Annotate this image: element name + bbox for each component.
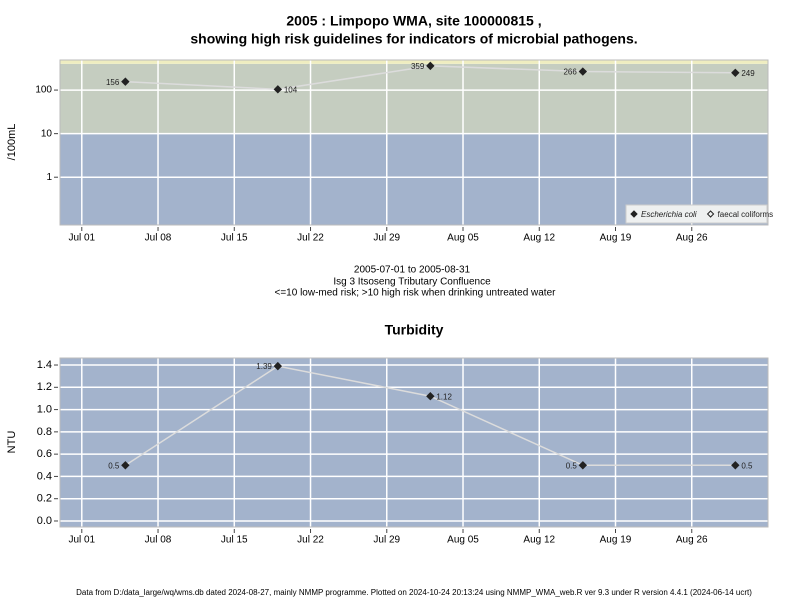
x-tick-label: Jul 08 [145, 233, 172, 244]
legend [625, 204, 768, 224]
data-point [578, 461, 588, 470]
x-tick-label: Aug 19 [600, 535, 632, 546]
data-label: 1.12 [436, 392, 452, 401]
y-tick-label: 1.4 [37, 359, 52, 371]
y-tick-label: 0.8 [37, 426, 52, 438]
data-point [731, 461, 740, 470]
data-label: 249 [741, 69, 755, 78]
data-label: 104 [284, 85, 298, 94]
x-tick-label: Aug 12 [523, 535, 555, 546]
x-tick-label: Jul 08 [145, 535, 172, 546]
risk-band [60, 63, 768, 134]
data-point [426, 61, 435, 71]
x-tick-label: Jul 22 [297, 535, 324, 546]
x-tick-label: Jul 29 [373, 233, 400, 244]
x-tick-label: Jul 22 [297, 233, 324, 244]
y-tick-label: 10 [41, 128, 53, 139]
data-point [578, 67, 588, 76]
chart-title: 2005 : Limpopo WMA, site 100000815 , [286, 13, 541, 29]
data-label: 0.5 [566, 461, 578, 470]
footer: Data from D:/data_large/wq/wms.db dated … [76, 588, 752, 597]
y-tick-label: 1.2 [37, 381, 52, 393]
y-tick-label: 100 [35, 85, 52, 96]
y-tick-label: 0.2 [37, 493, 52, 505]
legend-label: Escherichia coli [641, 210, 697, 219]
chart-title: Turbidity [385, 322, 444, 338]
x-tick-label: Jul 15 [221, 233, 248, 244]
x-tick-label: Aug 05 [447, 535, 479, 546]
y-axis-label: NTU [6, 431, 18, 454]
y-tick-label: 1 [46, 172, 52, 183]
data-label: 1.39 [256, 362, 272, 371]
plot-frame [59, 59, 769, 226]
data-label: 266 [563, 68, 577, 77]
y-tick-label: 0.0 [37, 515, 52, 527]
y-tick-label: 0.4 [37, 470, 52, 482]
data-point [426, 392, 435, 401]
legend-marker [630, 210, 638, 218]
data-point [121, 77, 130, 86]
risk-band [60, 60, 768, 64]
data-label: 156 [106, 78, 120, 87]
x-tick-label: Jul 01 [68, 233, 95, 244]
x-tick-label: Jul 15 [221, 535, 248, 546]
legend-marker [706, 210, 715, 218]
data-label: 0.5 [741, 461, 753, 470]
x-tick-label: Aug 26 [676, 535, 708, 546]
y-axis-label: /100mL [6, 124, 18, 161]
data-point [121, 461, 130, 470]
x-tick-label: Aug 05 [447, 233, 479, 244]
x-tick-label: Aug 19 [600, 233, 632, 244]
legend-label: faecal coliforms [718, 210, 774, 219]
x-tick-label: Aug 26 [676, 233, 708, 244]
subtitle: Isg 3 Itsoseng Tributary Confluence [333, 277, 491, 288]
x-tick-label: Jul 01 [68, 535, 95, 546]
data-point [273, 361, 283, 371]
plot-frame [59, 357, 769, 528]
data-point [273, 85, 283, 94]
data-label: 0.5 [108, 461, 120, 470]
subtitle: <=10 low-med risk; >10 high risk when dr… [275, 288, 557, 299]
plot-background [60, 358, 768, 527]
data-point [731, 68, 740, 78]
chart-title: showing high risk guidelines for indicat… [190, 31, 637, 47]
x-tick-label: Aug 12 [523, 233, 555, 244]
x-tick-label: Jul 29 [373, 535, 400, 546]
y-tick-label: 1.0 [37, 403, 52, 415]
subtitle: 2005-07-01 to 2005-08-31 [354, 265, 471, 276]
data-label: 359 [411, 62, 425, 71]
y-tick-label: 0.6 [37, 448, 52, 460]
